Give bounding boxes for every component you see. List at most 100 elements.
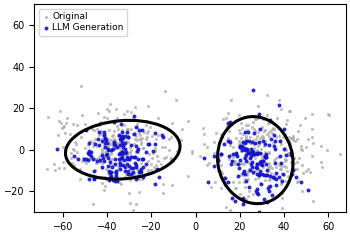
LLM Generation xyxy=(298,181,304,184)
LLM Generation xyxy=(134,149,140,153)
Original xyxy=(115,127,121,131)
LLM Generation xyxy=(230,159,235,163)
Original xyxy=(74,123,79,127)
Original xyxy=(91,140,96,143)
LLM Generation xyxy=(132,161,138,165)
Original xyxy=(197,155,202,158)
LLM Generation xyxy=(146,142,152,146)
Original xyxy=(142,119,148,123)
LLM Generation xyxy=(262,143,267,146)
LLM Generation xyxy=(250,160,255,164)
Original xyxy=(104,107,110,110)
LLM Generation xyxy=(270,175,275,179)
Original xyxy=(303,146,309,149)
LLM Generation xyxy=(107,171,112,174)
Original xyxy=(68,152,74,155)
Original xyxy=(136,137,142,141)
LLM Generation xyxy=(237,145,243,149)
Original xyxy=(227,208,232,211)
Original xyxy=(128,127,134,131)
LLM Generation xyxy=(127,164,132,168)
LLM Generation xyxy=(226,154,232,158)
Original xyxy=(294,180,300,184)
LLM Generation xyxy=(262,155,268,158)
LLM Generation xyxy=(241,147,247,150)
Original xyxy=(81,159,86,163)
LLM Generation xyxy=(118,143,123,147)
LLM Generation xyxy=(240,140,246,144)
Original xyxy=(127,145,133,148)
Original xyxy=(261,129,267,132)
LLM Generation xyxy=(124,151,129,154)
Original xyxy=(262,139,268,143)
Original xyxy=(173,98,178,102)
Original xyxy=(139,136,145,140)
LLM Generation xyxy=(278,154,283,158)
Original xyxy=(57,166,62,170)
Original xyxy=(63,121,69,125)
Original xyxy=(271,158,277,162)
LLM Generation xyxy=(86,141,91,145)
Original xyxy=(135,150,141,154)
LLM Generation xyxy=(140,165,146,169)
LLM Generation xyxy=(100,156,106,160)
LLM Generation xyxy=(243,153,249,157)
Original xyxy=(169,160,174,164)
Original xyxy=(103,145,108,149)
Original xyxy=(262,128,268,132)
LLM Generation xyxy=(136,128,141,132)
Original xyxy=(306,168,311,171)
Original xyxy=(120,147,126,151)
Original xyxy=(288,136,294,140)
Original xyxy=(237,161,242,165)
Original xyxy=(87,139,92,143)
Original xyxy=(149,169,154,172)
Original xyxy=(262,178,268,182)
LLM Generation xyxy=(105,148,111,152)
LLM Generation xyxy=(125,135,130,139)
LLM Generation xyxy=(259,163,265,167)
LLM Generation xyxy=(240,171,245,175)
Original xyxy=(260,117,266,121)
LLM Generation xyxy=(119,150,125,154)
LLM Generation xyxy=(261,173,267,177)
Original xyxy=(237,128,242,132)
Original xyxy=(276,98,282,102)
Original xyxy=(270,126,275,130)
Original xyxy=(113,146,118,150)
Original xyxy=(226,157,231,161)
Original xyxy=(147,172,153,175)
LLM Generation xyxy=(120,145,126,149)
LLM Generation xyxy=(263,152,269,156)
Original xyxy=(286,139,292,143)
Original xyxy=(259,135,265,138)
Original xyxy=(109,142,114,146)
Original xyxy=(90,202,96,206)
Original xyxy=(265,93,270,97)
LLM Generation xyxy=(243,172,248,176)
Original xyxy=(264,113,270,117)
LLM Generation xyxy=(137,169,142,173)
Original xyxy=(115,165,120,169)
Original xyxy=(241,155,246,159)
Original xyxy=(252,129,258,133)
Original xyxy=(214,131,219,135)
Original xyxy=(280,196,285,200)
Original xyxy=(60,145,65,149)
Original xyxy=(131,142,136,146)
Original xyxy=(104,177,109,181)
LLM Generation xyxy=(276,103,282,107)
LLM Generation xyxy=(81,157,86,161)
Original xyxy=(240,173,246,177)
LLM Generation xyxy=(111,120,117,124)
LLM Generation xyxy=(94,160,99,163)
Original xyxy=(241,180,247,184)
Original xyxy=(94,127,100,131)
LLM Generation xyxy=(122,165,128,169)
Original xyxy=(138,142,144,146)
Original xyxy=(266,151,272,155)
Original xyxy=(143,123,149,126)
Original xyxy=(103,175,108,179)
Original xyxy=(58,121,64,125)
LLM Generation xyxy=(256,172,262,176)
